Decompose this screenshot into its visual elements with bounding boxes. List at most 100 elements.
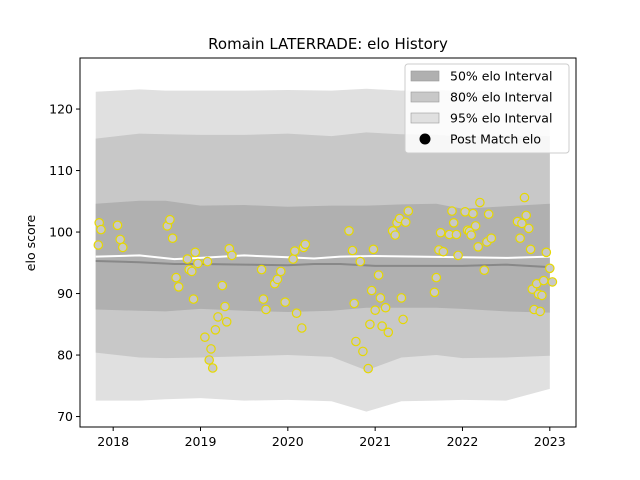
data-point xyxy=(165,214,175,225)
data-point xyxy=(468,208,478,219)
x-tick-label: 2018 xyxy=(97,434,129,449)
data-point xyxy=(400,217,411,227)
axes: 2018 2019 2020 2021 2022 2023 70 80 90 100 110 120 xyxy=(49,57,577,449)
data-point xyxy=(519,192,530,203)
data-point xyxy=(188,294,199,304)
data-point xyxy=(541,247,552,258)
data-point xyxy=(547,277,558,287)
x-tick-label: 2022 xyxy=(447,434,479,449)
data-point xyxy=(167,233,178,243)
data-point xyxy=(206,344,216,354)
data-point xyxy=(187,266,197,277)
data-point xyxy=(190,247,201,258)
x-tick-label: 2021 xyxy=(359,434,391,449)
data-point xyxy=(93,240,104,250)
legend-label: Post Match elo xyxy=(450,132,541,147)
data-point xyxy=(448,218,459,228)
data-point xyxy=(193,258,203,269)
chart-title: Romain LATERRADE: elo History xyxy=(208,35,448,53)
data-point xyxy=(383,327,394,338)
data-point xyxy=(217,280,228,291)
data-point xyxy=(112,220,123,231)
data-point xyxy=(466,230,476,240)
data-point xyxy=(398,314,408,325)
data-point xyxy=(453,250,463,261)
data-point xyxy=(221,316,232,327)
data-point xyxy=(182,254,193,264)
data-point xyxy=(479,265,490,275)
data-point xyxy=(451,229,462,240)
data-point xyxy=(202,256,213,267)
data-point xyxy=(118,242,128,253)
line-median xyxy=(95,260,550,269)
data-point xyxy=(447,206,457,216)
data-point xyxy=(535,306,545,317)
data-point xyxy=(96,224,106,235)
y-axis-label: elo score xyxy=(23,215,38,272)
data-point xyxy=(429,287,440,298)
data-point xyxy=(403,206,414,216)
legend-label: 50% elo Interval xyxy=(450,69,552,84)
y-tick-label: 80 xyxy=(57,348,73,363)
data-point xyxy=(275,266,286,277)
data-point xyxy=(438,246,449,257)
data-point xyxy=(396,293,407,303)
data-point xyxy=(470,221,481,231)
data-point xyxy=(460,207,470,217)
data-point xyxy=(288,254,298,264)
legend-swatch xyxy=(410,91,440,103)
data-point xyxy=(173,281,184,292)
data-point xyxy=(200,332,210,342)
data-point xyxy=(475,197,485,208)
data-point xyxy=(213,312,223,322)
data-point xyxy=(525,244,536,255)
data-point xyxy=(291,308,302,318)
data-point xyxy=(523,223,534,234)
data-point xyxy=(368,244,379,255)
data-point xyxy=(373,270,384,280)
legend: 50% elo Interval 80% elo Interval 95% elo … xyxy=(404,63,570,154)
data-point xyxy=(272,274,283,285)
y-tick-label: 120 xyxy=(49,102,73,117)
data-point xyxy=(227,250,237,261)
data-point xyxy=(431,272,442,283)
plot-area xyxy=(93,88,558,412)
legend-label: 80% elo Interval xyxy=(450,90,552,105)
data-point xyxy=(537,290,547,301)
y-tick-label: 100 xyxy=(49,225,73,240)
data-point xyxy=(355,256,366,267)
data-point xyxy=(349,298,359,309)
legend-swatch xyxy=(410,70,440,82)
data-point xyxy=(370,305,380,315)
data-point xyxy=(344,226,354,236)
data-point xyxy=(517,218,527,229)
legend-label: 95% elo Interval xyxy=(450,111,552,126)
x-tick-label: 2019 xyxy=(185,434,217,449)
data-point xyxy=(204,355,214,365)
data-point xyxy=(347,245,358,256)
legend-swatch xyxy=(410,112,440,124)
x-tick-label: 2023 xyxy=(534,434,566,449)
data-point xyxy=(380,302,391,313)
data-point xyxy=(473,242,483,252)
data-point xyxy=(390,230,400,240)
y-tick-label: 110 xyxy=(49,163,73,178)
data-point xyxy=(365,319,375,330)
data-point xyxy=(261,304,271,315)
data-point xyxy=(300,239,311,250)
data-point xyxy=(538,275,549,286)
data-point xyxy=(366,285,377,296)
data-point xyxy=(210,324,221,335)
data-point xyxy=(171,272,181,283)
data-point xyxy=(486,233,497,243)
data-point xyxy=(289,246,300,256)
data-point xyxy=(435,227,446,238)
x-tick-label: 2020 xyxy=(272,434,304,449)
data-point xyxy=(351,336,361,347)
data-point xyxy=(377,321,387,331)
data-point xyxy=(358,346,368,357)
y-tick-label: 90 xyxy=(57,286,73,301)
data-point xyxy=(521,210,531,221)
data-point xyxy=(296,323,307,333)
data-point xyxy=(207,363,218,373)
